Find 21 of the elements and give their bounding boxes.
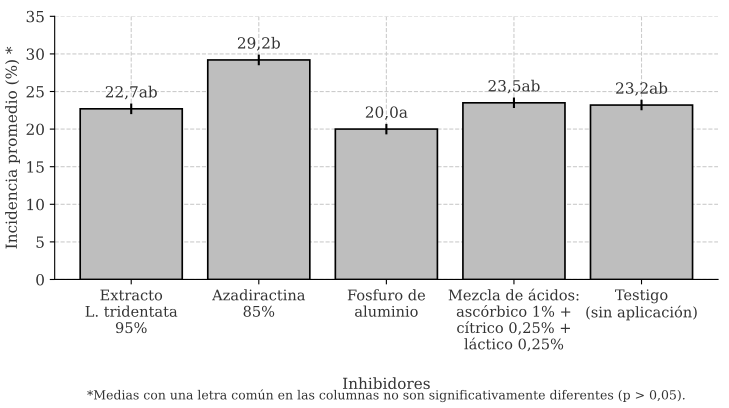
x-tick-label: Testigo (sin aplicación) bbox=[586, 289, 697, 320]
x-tick-label: Extracto L. tridentata 95% bbox=[86, 290, 178, 334]
data-label: 29,2b bbox=[238, 36, 280, 51]
data-label: 22,7ab bbox=[106, 86, 157, 100]
y-tick-label: 5 bbox=[36, 236, 44, 248]
y-tick-label: 30 bbox=[26, 48, 44, 60]
data-label: 20,0a bbox=[366, 106, 408, 120]
y-tick-label: 0 bbox=[36, 274, 44, 286]
y-tick-label: 25 bbox=[26, 86, 44, 98]
y-tick-label: 15 bbox=[27, 161, 44, 173]
text: *Medias con una letra común en las columnas no son significativamente diferentes (p > 0,05). bbox=[87, 389, 685, 402]
y-tick-label: 35 bbox=[26, 10, 44, 22]
y-tick-label: 20 bbox=[26, 124, 44, 136]
y-axis-title: Incidencia promedio (%) * bbox=[5, 46, 20, 248]
y-tick-label: 10 bbox=[27, 198, 44, 210]
x-tick-label: Mezcla de ácidos: ascórbico 1% + cítrico 0,25% + láctico 0,25% bbox=[448, 288, 578, 352]
x-axis-title: Inhibidores bbox=[343, 377, 430, 390]
x-tick-label: Fosfuro de aluminio bbox=[348, 289, 426, 317]
data-label: 23,5ab bbox=[488, 80, 540, 94]
x-tick-label: Azadiractina 85% bbox=[212, 289, 306, 317]
data-label: 23,2ab bbox=[616, 82, 668, 96]
